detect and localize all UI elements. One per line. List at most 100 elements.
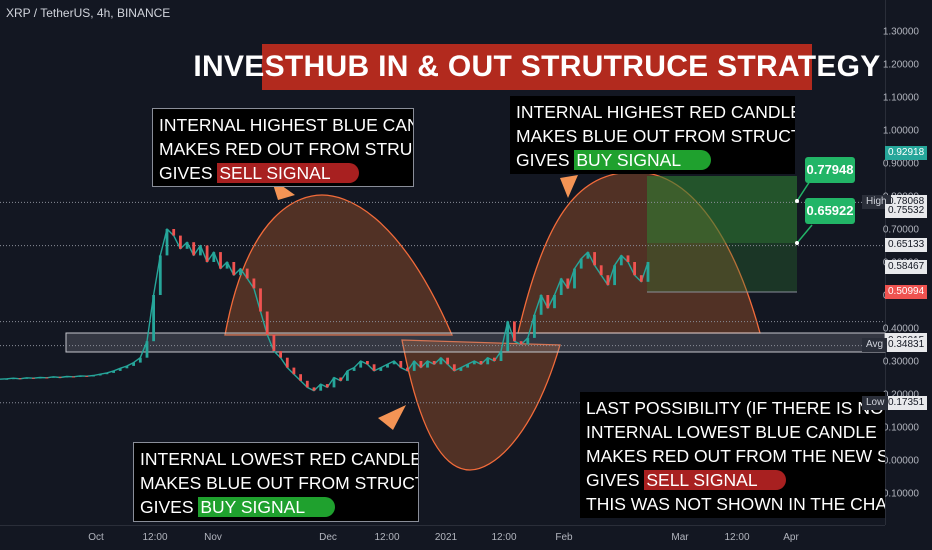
- candle: [553, 295, 556, 309]
- candle: [613, 265, 616, 286]
- target-label-upper[interactable]: 0.77948: [805, 157, 855, 183]
- note-line: INTERNAL HIGHEST RED CANDLE: [516, 102, 795, 122]
- y-tick-label: 0.10000: [883, 423, 920, 434]
- y-tick-label: 1.30000: [883, 27, 920, 38]
- candle: [199, 245, 202, 256]
- candle: [419, 361, 423, 368]
- candle: [58, 376, 62, 378]
- price-label: 0.50994: [885, 284, 928, 299]
- candle: [446, 357, 449, 365]
- candle: [466, 364, 469, 368]
- candle: [5, 378, 9, 380]
- candle: [192, 242, 196, 256]
- candle: [352, 367, 356, 371]
- note-line: MAKES RED OUT FROM THE NEW STRUC: [586, 446, 885, 466]
- candle: [606, 275, 610, 286]
- candle: [432, 361, 436, 365]
- y-tick-label: 0.40000: [883, 324, 920, 335]
- y-tick-label: 0.20000: [883, 390, 920, 401]
- note-line: GIVES SELL SIGNAL: [586, 468, 879, 492]
- price-label: 0.75532: [885, 203, 928, 218]
- candle: [112, 370, 115, 373]
- candle: [639, 275, 643, 282]
- candle: [599, 265, 603, 276]
- x-axis: Oct 12:00 Nov Dec 12:00 2021 12:00 Feb Mar 12:00 A…: [88, 532, 799, 543]
- candle: [486, 357, 490, 365]
- candle: [285, 357, 289, 368]
- candle: [366, 361, 369, 365]
- candle: [452, 364, 456, 371]
- candle: [593, 252, 596, 266]
- candle: [132, 362, 135, 366]
- candle: [72, 376, 75, 378]
- candle: [586, 252, 590, 259]
- symbol-title[interactable]: XRP / TetherUS, 4h, BINANCE: [6, 6, 171, 20]
- y-tick-label: 0.30000: [883, 357, 920, 368]
- candle: [533, 314, 536, 338]
- sell-signal-highlight: SELL SIGNAL: [217, 163, 359, 183]
- candle: [232, 262, 236, 276]
- candle: [459, 367, 463, 371]
- y-tick-label: 0.90000: [883, 159, 920, 170]
- horizontal-structure-zone: [65, 332, 886, 353]
- candle: [118, 368, 122, 371]
- candle: [646, 262, 650, 282]
- target-label-lower[interactable]: 0.65922: [805, 198, 855, 224]
- candle: [165, 229, 169, 256]
- x-tick-label: 12:00: [374, 532, 399, 543]
- x-tick-label: Feb: [555, 532, 573, 543]
- note-line: GIVES BUY SIGNAL: [140, 495, 412, 519]
- candle: [225, 262, 229, 269]
- target-dot: [795, 199, 799, 203]
- candle: [212, 252, 216, 262]
- note-line: MAKES BLUE OUT FROM STRUCTURE: [516, 126, 795, 146]
- candle: [105, 372, 109, 375]
- candle: [506, 321, 510, 352]
- candle: [245, 268, 249, 279]
- x-tick-label: Mar: [671, 532, 689, 543]
- note-bottom-left: INTERNAL LOWEST RED CANDLE MAKES BLUE OU…: [133, 442, 419, 522]
- candle: [392, 361, 396, 365]
- arrow-buy-signal-icon: [378, 405, 406, 430]
- candle: [52, 376, 55, 378]
- candle: [78, 375, 82, 377]
- x-tick-label: Apr: [783, 532, 799, 543]
- y-tick-label: -0.10000: [880, 489, 920, 500]
- note-top-left: INTERNAL HIGHEST BLUE CANDLE MAKES RED O…: [152, 108, 414, 187]
- candle: [325, 384, 329, 388]
- note-prefix: GIVES: [516, 150, 575, 170]
- candle: [626, 255, 630, 262]
- candle: [493, 357, 496, 361]
- candle: [45, 377, 49, 379]
- candle: [472, 361, 476, 365]
- note-line: GIVES SELL SIGNAL: [159, 161, 407, 185]
- price-series: [0, 228, 650, 392]
- price-label: 0.34831: [885, 338, 928, 353]
- candle: [125, 366, 129, 369]
- sell-signal-highlight: SELL SIGNAL: [644, 470, 786, 490]
- buy-structure-arc: [401, 339, 561, 471]
- candle: [633, 262, 636, 276]
- candle: [519, 341, 523, 345]
- candle: [573, 268, 576, 289]
- candle: [205, 245, 209, 262]
- candle: [92, 375, 95, 377]
- candle: [339, 377, 343, 381]
- candle: [379, 367, 383, 371]
- candle: [312, 387, 316, 391]
- candle: [305, 380, 309, 388]
- strategy-banner: INVESTHUB IN & OUT STRUTRUCE STRATEGY: [193, 44, 880, 90]
- candle: [546, 295, 550, 309]
- buy-signal-highlight: BUY SIGNAL: [574, 150, 712, 170]
- candle: [513, 321, 516, 342]
- target-dot-lower: [795, 241, 799, 245]
- candle: [426, 361, 429, 368]
- candle: [619, 255, 623, 266]
- note-line: THIS WAS NOT SHOWN IN THE CHART: [586, 494, 885, 514]
- candle: [18, 378, 22, 380]
- y-tick-label: 0.00000: [883, 456, 920, 467]
- price-label: 0.17351: [885, 395, 928, 410]
- target-profit-zone: [647, 176, 797, 243]
- candle: [145, 341, 149, 358]
- candle: [32, 377, 35, 379]
